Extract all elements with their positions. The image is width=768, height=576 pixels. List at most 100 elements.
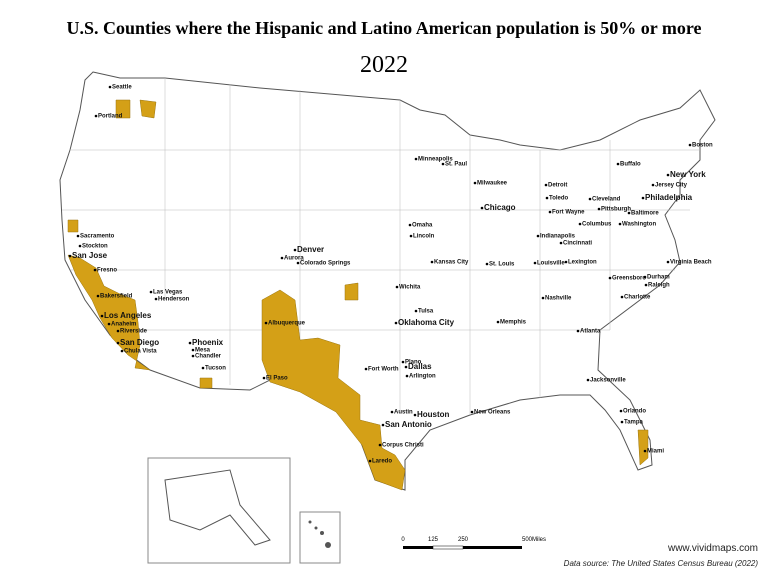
city-dot (108, 85, 112, 89)
city-dot (76, 234, 80, 238)
city-dot (430, 260, 434, 264)
city-label: New York (670, 170, 706, 179)
city-dot (116, 329, 120, 333)
city-label: Houston (417, 410, 450, 419)
city-dot (641, 196, 645, 200)
city-dot (586, 378, 590, 382)
city-label: Henderson (158, 297, 190, 303)
city-label: St. Louis (489, 262, 515, 268)
city-dot (401, 360, 405, 364)
city-label: San Diego (120, 338, 159, 347)
alaska (164, 469, 271, 546)
city-label: Virginia Beach (670, 260, 712, 266)
city-label: Minneapolis (418, 157, 453, 163)
city-dot (378, 443, 382, 447)
city-dot (414, 309, 418, 313)
city-label: Los Angeles (104, 311, 152, 320)
city-dot (368, 459, 372, 463)
city-label: Boston (692, 143, 713, 149)
city-dot (93, 268, 97, 272)
city-dot (643, 275, 647, 279)
city-label: El Paso (266, 376, 288, 382)
city-label: Cleveland (592, 197, 621, 203)
city-dot (548, 210, 552, 214)
city-label: Cincinnati (563, 241, 592, 247)
alaska-inset (147, 457, 291, 564)
city-label: St. Paul (445, 162, 467, 168)
city-dot (536, 234, 540, 238)
city-dot (578, 222, 582, 226)
land (59, 71, 716, 491)
city-dot (405, 374, 409, 378)
city-dot (120, 349, 124, 353)
city-label: Kansas City (434, 260, 469, 266)
city-label: Plano (405, 360, 422, 366)
city-label: Fort Wayne (552, 210, 585, 216)
city-dot (280, 256, 284, 260)
city-label: Lincoln (413, 234, 435, 240)
city-dot (409, 234, 413, 238)
city-label: Arlington (409, 374, 436, 380)
city-label: Dallas (408, 362, 432, 371)
us-mainland (59, 71, 716, 491)
city-label: Laredo (372, 459, 392, 465)
city-label: Chicago (484, 203, 516, 212)
city-label: Atlanta (580, 329, 601, 335)
city-dot (293, 248, 297, 252)
city-label: Corpus Christi (382, 443, 424, 449)
city-label: Las Vegas (153, 290, 183, 296)
city-dot (68, 254, 72, 258)
city-dot (597, 207, 601, 211)
city-label: Louisville (537, 261, 565, 267)
city-dot (627, 211, 631, 215)
city-dot (620, 295, 624, 299)
city-label: Chandler (195, 354, 222, 360)
city-label: Wichita (399, 285, 421, 291)
city-dot (644, 283, 648, 287)
city-dot (78, 244, 82, 248)
city-label: Albuquerque (268, 321, 306, 327)
city-dot (191, 348, 195, 352)
scale-label: 250 (458, 537, 469, 543)
city-dot (364, 367, 368, 371)
city-dot (94, 114, 98, 118)
subtitle: 2022 (360, 52, 408, 78)
city-dot (408, 223, 412, 227)
city-dot (470, 410, 474, 414)
city-dot (188, 341, 192, 345)
city-dot (618, 222, 622, 226)
city-label: Indianapolis (540, 234, 576, 240)
city-dot (559, 241, 563, 245)
city-label: Detroit (548, 183, 567, 189)
city-dot (666, 173, 670, 177)
city-label: San Antonio (385, 420, 432, 429)
city-label: Memphis (500, 320, 527, 326)
city-dot (485, 262, 489, 266)
city-dot (533, 261, 537, 265)
source: Data source: The United States Census Bu… (564, 559, 759, 568)
city-dot (191, 354, 195, 358)
hawaii (308, 520, 331, 548)
city-label: Jacksonville (590, 378, 626, 384)
highlighted-counties (67, 99, 649, 491)
city-dot (404, 365, 408, 369)
city-label: Milwaukee (477, 181, 508, 187)
city-dot (107, 322, 111, 326)
city-label: Austin (394, 410, 413, 416)
city-dot (608, 276, 612, 280)
city-label: Greensboro (612, 276, 646, 282)
city-label: Nashville (545, 296, 572, 302)
city-label: Pittsburgh (601, 207, 631, 213)
city-dot (651, 183, 655, 187)
city-dot (116, 341, 120, 345)
city-dot (96, 294, 100, 298)
city-dot (688, 143, 692, 147)
city-label: Colorado Springs (300, 261, 351, 267)
city-label: Tucson (205, 366, 226, 372)
city-dot (480, 206, 484, 210)
city-label: Baltimore (631, 211, 659, 217)
city-label: New Orleans (474, 410, 511, 416)
city-dot (545, 196, 549, 200)
city-label: Bakersfield (100, 294, 133, 300)
